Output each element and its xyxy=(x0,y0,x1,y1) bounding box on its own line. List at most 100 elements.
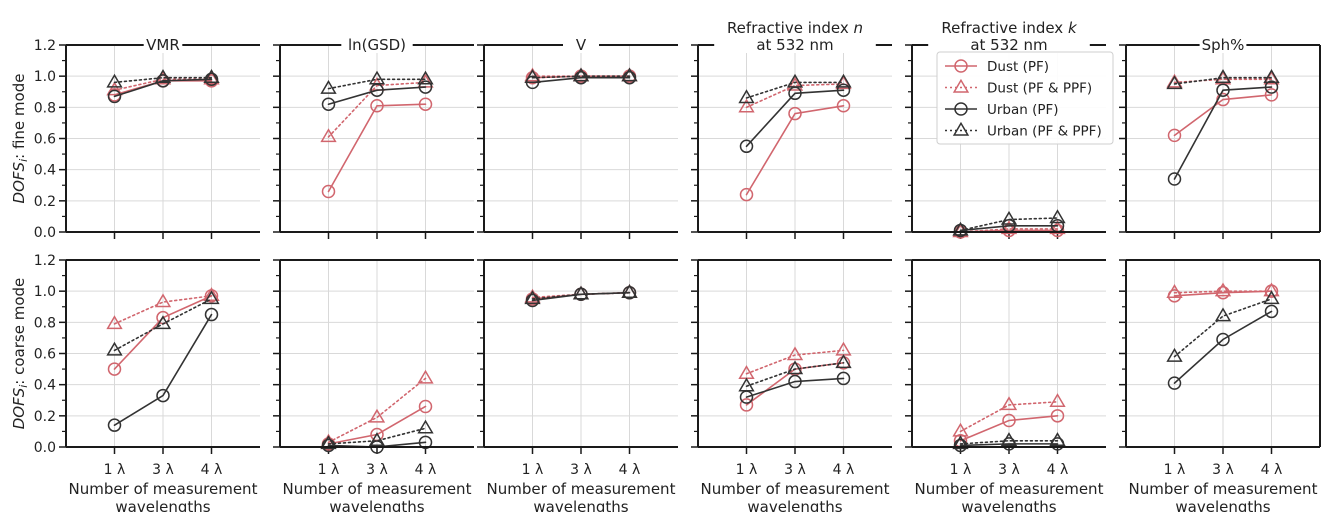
series-line xyxy=(959,228,1059,233)
panel-r0-c1 xyxy=(273,44,474,239)
column-title: Sph% xyxy=(1202,36,1245,54)
data-point xyxy=(106,341,123,356)
y-tick-label: 0.4 xyxy=(34,163,56,179)
series-line xyxy=(1173,86,1273,180)
data-point xyxy=(1000,396,1018,411)
data-point xyxy=(370,99,384,113)
data-point xyxy=(738,98,755,113)
series-urban-pf-ppf- xyxy=(524,284,638,305)
data-point xyxy=(1214,307,1232,322)
legend-marker xyxy=(954,59,968,73)
x-axis-label: Number of measurement xyxy=(69,480,258,498)
series-urban-pf-ppf- xyxy=(738,73,852,104)
legend: Dust (PF) Dust (PF & PPF) Urban (PF) Urban … xyxy=(936,51,1114,145)
data-point xyxy=(107,89,122,104)
series-urban-pf-ppf- xyxy=(106,69,220,88)
series-line xyxy=(531,76,631,84)
data-point xyxy=(1263,69,1280,83)
y-tick-label: 1.0 xyxy=(34,284,56,300)
data-point xyxy=(1000,220,1018,235)
y-axis-label: DOFSi: fine mode xyxy=(10,74,30,204)
data-point xyxy=(1166,73,1183,88)
data-point xyxy=(739,398,754,412)
series-urban-pf- xyxy=(107,307,219,432)
legend-label: Dust (PF) xyxy=(987,59,1049,75)
data-point xyxy=(320,79,337,94)
y-tick-label: 0.2 xyxy=(34,194,56,210)
x-tick-label: 4 λ xyxy=(1261,462,1283,478)
data-point xyxy=(106,73,123,88)
x-tick-label: 1 λ xyxy=(522,462,544,478)
data-point xyxy=(368,432,386,446)
x-tick-label: 1 λ xyxy=(104,462,126,478)
data-point xyxy=(1214,69,1232,83)
y-tick-label: 1.2 xyxy=(34,253,56,269)
legend-label: Dust (PF & PPF) xyxy=(987,81,1092,97)
data-point xyxy=(417,419,434,434)
series-line xyxy=(531,291,631,300)
legend-item: Urban (PF & PPF) xyxy=(945,121,1102,140)
panel-r1-c3: 1 λ 3 λ 4 λ xyxy=(691,259,892,478)
series-line xyxy=(327,377,427,444)
data-point xyxy=(1167,172,1182,186)
legend-marker xyxy=(954,102,968,116)
panel-r0-c0: 0.0 0.2 0.4 0.6 0.8 1.0 1.2 xyxy=(34,38,260,241)
x-axis-label: wavelengths xyxy=(747,498,842,512)
panel-r1-c4: 1 λ 3 λ 4 λ xyxy=(905,259,1106,478)
data-point xyxy=(106,81,123,96)
data-point xyxy=(524,67,541,82)
y-tick-label: 0.2 xyxy=(34,409,56,425)
x-axis-label: wavelengths xyxy=(1175,498,1270,512)
series-line xyxy=(959,217,1059,232)
data-point xyxy=(1049,209,1066,224)
y-tick-label: 0.4 xyxy=(34,378,56,394)
x-tick-label: 4 λ xyxy=(1047,462,1069,478)
data-point xyxy=(1002,413,1016,428)
series-line xyxy=(113,313,213,426)
data-point xyxy=(417,369,434,384)
title-mask xyxy=(563,33,599,53)
series-urban-pf-ppf- xyxy=(320,419,434,450)
data-point xyxy=(1166,347,1183,362)
data-point xyxy=(1166,75,1183,90)
x-axis-label: Number of measurement xyxy=(1129,480,1318,498)
series-line xyxy=(327,78,427,90)
column-title: Refractive index k xyxy=(941,19,1078,37)
data-point xyxy=(738,377,755,392)
data-point xyxy=(154,293,172,308)
legend-label: Urban (PF) xyxy=(987,102,1059,118)
x-tick-label: 3 λ xyxy=(366,462,388,478)
data-point xyxy=(156,388,170,403)
data-point xyxy=(1049,393,1066,408)
column-title: V xyxy=(576,36,587,54)
data-point xyxy=(621,67,638,82)
series-urban-pf-ppf- xyxy=(738,354,852,392)
data-point xyxy=(786,360,804,375)
x-tick-label: 4 λ xyxy=(619,462,641,478)
data-point xyxy=(1049,220,1066,235)
data-point xyxy=(203,70,220,85)
series-line xyxy=(745,349,845,375)
column-title: VMR xyxy=(146,36,180,54)
series-line xyxy=(327,81,427,138)
series-line xyxy=(113,76,213,84)
series-line xyxy=(327,103,427,193)
x-tick-label: 1 λ xyxy=(736,462,758,478)
data-point xyxy=(320,128,337,143)
x-tick-label: 1 λ xyxy=(950,462,972,478)
data-point xyxy=(836,371,851,386)
series-line xyxy=(745,83,845,109)
y-tick-label: 0.6 xyxy=(34,132,56,148)
series-line xyxy=(327,86,427,106)
data-point xyxy=(203,290,220,305)
series-line xyxy=(959,443,1059,447)
panel-r1-c0: 0.0 0.2 0.4 0.6 0.8 1.0 1.2 1 λ 3 λ 4 λ xyxy=(34,253,260,478)
series-dust-pf- xyxy=(321,97,433,199)
data-point xyxy=(835,354,852,369)
data-point xyxy=(320,435,337,450)
legend-item: Urban (PF) xyxy=(945,102,1059,118)
data-point xyxy=(836,99,851,113)
column-title: Refractive index n xyxy=(727,19,863,37)
column-title: ln(GSD) xyxy=(348,36,406,54)
